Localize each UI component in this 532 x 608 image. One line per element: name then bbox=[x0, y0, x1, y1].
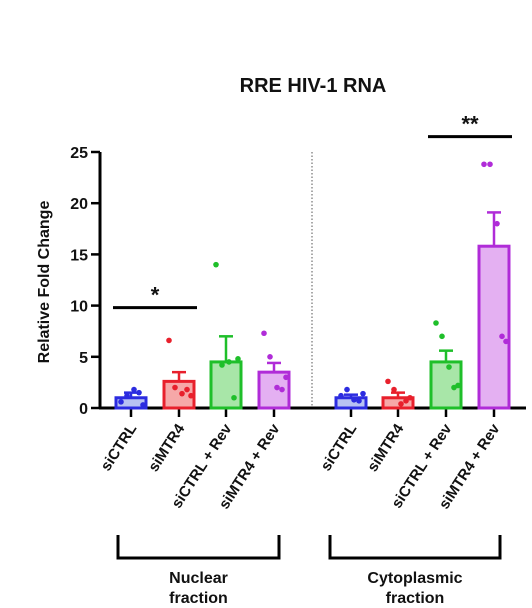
significance-label: ** bbox=[461, 112, 479, 137]
bar bbox=[477, 244, 511, 410]
data-point bbox=[235, 356, 241, 362]
data-point bbox=[279, 386, 285, 393]
data-point bbox=[391, 386, 397, 393]
category-label: siMTR4 bbox=[364, 420, 408, 475]
data-point bbox=[261, 330, 267, 337]
y-tick-label: 15 bbox=[70, 247, 88, 264]
data-point bbox=[433, 320, 439, 326]
data-point bbox=[226, 359, 232, 365]
data-point bbox=[231, 394, 237, 401]
y-tick-label: 20 bbox=[70, 196, 88, 213]
bar bbox=[162, 379, 196, 410]
data-point bbox=[219, 362, 225, 368]
data-point bbox=[487, 161, 493, 168]
y-tick-label: 10 bbox=[70, 299, 88, 316]
data-point bbox=[455, 382, 461, 389]
data-point bbox=[385, 378, 391, 385]
data-point bbox=[351, 397, 357, 403]
data-point bbox=[131, 386, 137, 393]
group-label: Cytoplasmic bbox=[367, 570, 462, 587]
data-point bbox=[403, 398, 409, 404]
data-point bbox=[166, 337, 172, 344]
data-point bbox=[494, 220, 500, 227]
significance-label: * bbox=[151, 283, 160, 308]
data-point bbox=[188, 392, 194, 399]
data-point bbox=[398, 401, 404, 407]
y-tick-label: 5 bbox=[79, 350, 88, 367]
category-label: siCTRL bbox=[318, 421, 361, 474]
data-point bbox=[446, 364, 452, 370]
data-point bbox=[184, 386, 190, 393]
data-point bbox=[283, 374, 289, 381]
group-label: Nuclear bbox=[169, 570, 228, 587]
data-point bbox=[499, 333, 505, 340]
y-tick-label: 0 bbox=[79, 401, 88, 418]
data-point bbox=[360, 390, 366, 397]
chart-title: RRE HIV-1 RNA bbox=[240, 75, 387, 97]
data-point bbox=[213, 261, 219, 268]
data-point bbox=[124, 392, 130, 399]
group-bracket bbox=[328, 535, 502, 560]
data-point bbox=[344, 386, 350, 393]
data-point bbox=[439, 333, 445, 340]
data-point bbox=[140, 402, 146, 408]
data-point bbox=[356, 398, 362, 404]
category-label: siCTRL bbox=[98, 421, 141, 474]
data-point bbox=[338, 392, 344, 399]
group-label: fraction bbox=[169, 590, 228, 607]
y-tick-label: 25 bbox=[70, 145, 88, 162]
bars bbox=[114, 161, 511, 410]
group-bracket bbox=[116, 535, 281, 560]
data-point bbox=[267, 354, 273, 360]
group-label: fraction bbox=[386, 590, 445, 607]
bar bbox=[209, 360, 243, 410]
data-point bbox=[118, 399, 124, 405]
bar bbox=[334, 396, 368, 410]
data-point bbox=[503, 338, 509, 345]
data-point bbox=[481, 161, 487, 168]
data-point bbox=[172, 384, 178, 391]
data-point bbox=[136, 389, 142, 396]
category-label: siMTR4 bbox=[145, 420, 189, 475]
data-point bbox=[274, 384, 280, 391]
data-point bbox=[179, 390, 185, 397]
data-point bbox=[407, 394, 413, 401]
y-axis-label: Relative Fold Change bbox=[36, 201, 53, 364]
